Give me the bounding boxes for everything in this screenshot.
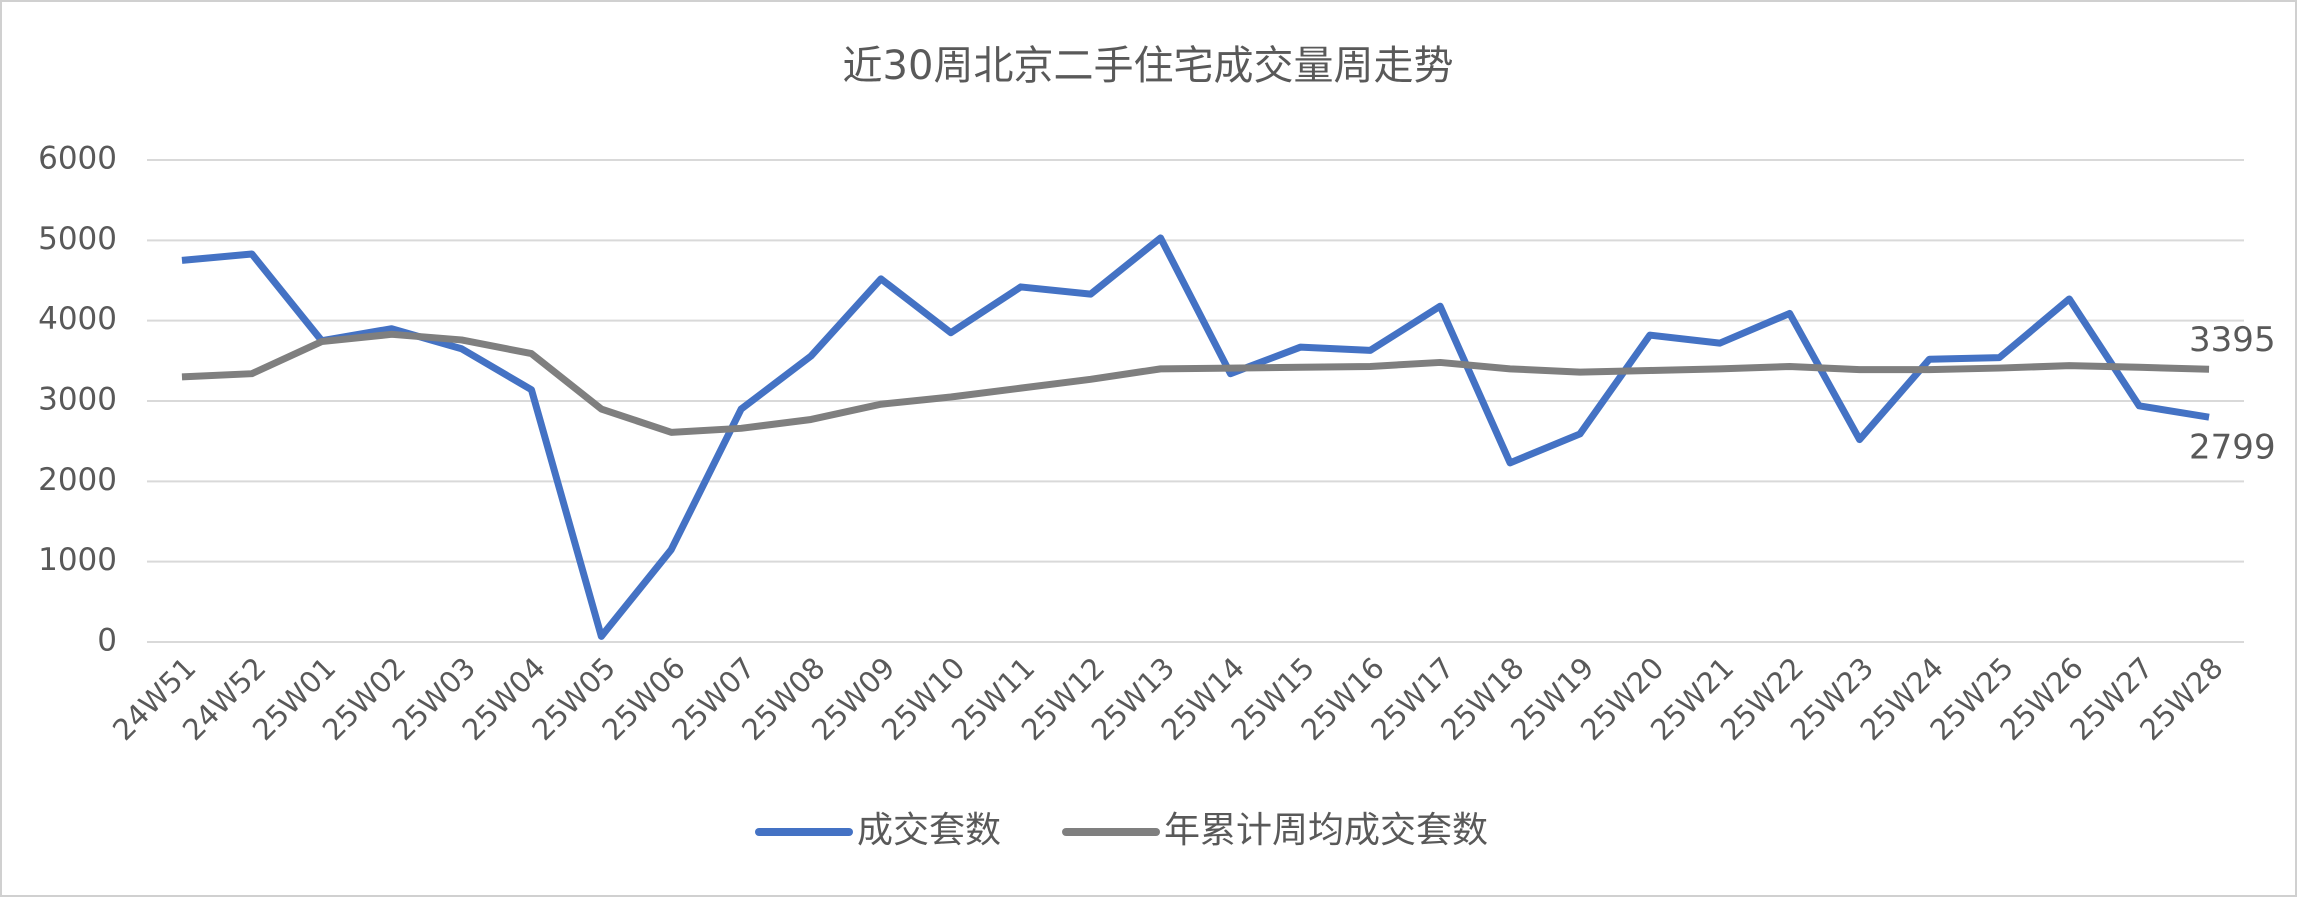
data-label: 2799 [2189, 428, 2276, 468]
y-tick-label: 3000 [38, 382, 117, 418]
data-label: 3395 [2189, 320, 2276, 360]
y-tick-label: 5000 [38, 221, 117, 257]
y-tick-label: 4000 [38, 301, 117, 337]
legend-label: 成交套数 [857, 810, 1001, 851]
y-tick-label: 6000 [38, 141, 117, 177]
y-tick-label: 0 [97, 623, 117, 659]
y-tick-label: 2000 [38, 462, 117, 498]
chart-title: 近30周北京二手住宅成交量周走势 [843, 43, 1454, 89]
y-tick-label: 1000 [38, 542, 117, 578]
legend-label: 年累计周均成交套数 [1164, 810, 1488, 851]
series-line [181, 234, 2210, 640]
series-line [181, 330, 2210, 436]
